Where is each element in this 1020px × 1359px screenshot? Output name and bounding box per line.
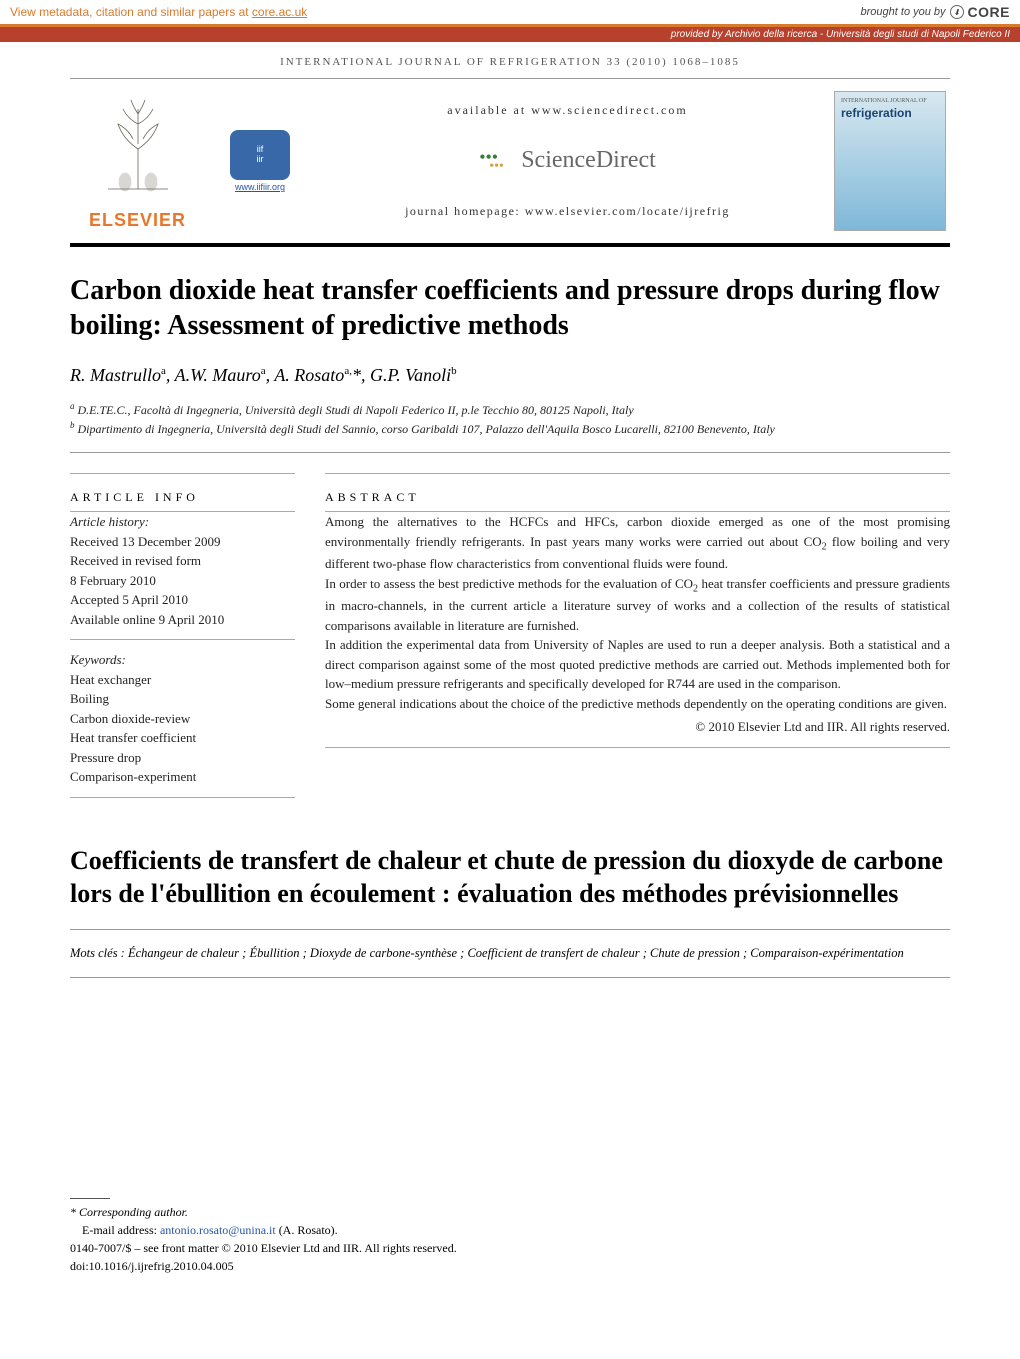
- core-banner-prefix: View metadata, citation and similar pape…: [10, 5, 252, 19]
- copyright-line: © 2010 Elsevier Ltd and IIR. All rights …: [325, 717, 950, 737]
- affiliation-b: b Dipartimento di Ingegneria, Università…: [70, 419, 950, 438]
- rule: [70, 452, 950, 453]
- article-title: Carbon dioxide heat transfer coefficient…: [70, 273, 950, 343]
- keyword: Pressure drop: [70, 748, 295, 768]
- email-line: E-mail address: antonio.rosato@unina.it …: [70, 1221, 950, 1239]
- abstract-p1: Among the alternatives to the HCFCs and …: [325, 512, 950, 574]
- article-info-head: ARTICLE INFO: [70, 490, 295, 505]
- abstract-p2a: In order to assess the best predictive m…: [325, 576, 693, 591]
- iifir-logo-icon: iifiir: [230, 130, 290, 180]
- cover-title: refrigeration: [841, 106, 939, 120]
- available-at: available at www.sciencedirect.com: [447, 103, 687, 118]
- masthead-left: ELSEVIER: [70, 87, 205, 235]
- keyword: Comparison-experiment: [70, 767, 295, 787]
- doi-line: doi:10.1016/j.ijrefrig.2010.04.005: [70, 1257, 950, 1275]
- revised-line2: 8 February 2010: [70, 571, 295, 591]
- journal-cover: INTERNATIONAL JOURNAL OF refrigeration: [834, 91, 946, 231]
- email-label: E-mail address:: [82, 1223, 160, 1237]
- history-label: Article history:: [70, 512, 295, 532]
- masthead: ELSEVIER iifiir www.iifiir.org available…: [70, 78, 950, 247]
- affiliations: a D.E.TE.C., Facoltà di Ingegneria, Univ…: [70, 400, 950, 438]
- provided-source: Archivio della ricerca - Università degl…: [725, 29, 1010, 40]
- abstract-column: ABSTRACT Among the alternatives to the H…: [325, 459, 950, 808]
- core-icon: ⬇: [950, 5, 964, 19]
- masthead-center: available at www.sciencedirect.com Scien…: [315, 87, 820, 235]
- affiliation-a-text: D.E.TE.C., Facoltà di Ingegneria, Univer…: [78, 403, 634, 417]
- authors: R. Mastrulloa, A.W. Mauroa, A. Rosatoa,*…: [70, 365, 950, 386]
- core-link[interactable]: core.ac.uk: [252, 5, 307, 19]
- sciencedirect-text: ScienceDirect: [521, 147, 656, 174]
- keyword: Carbon dioxide-review: [70, 709, 295, 729]
- page-content: INTERNATIONAL JOURNAL OF REFRIGERATION 3…: [0, 42, 1020, 1315]
- core-brought-by: brought to you by: [861, 6, 946, 18]
- affiliation-b-text: Dipartimento di Ingegneria, Università d…: [78, 422, 775, 436]
- article-info-column: ARTICLE INFO Article history: Received 1…: [70, 459, 295, 808]
- keywords-block: Keywords: Heat exchanger Boiling Carbon …: [70, 650, 295, 787]
- email-link[interactable]: antonio.rosato@unina.it: [160, 1223, 276, 1237]
- abstract-p4: Some general indications about the choic…: [325, 694, 950, 714]
- accepted-date: Accepted 5 April 2010: [70, 590, 295, 610]
- abstract-head: ABSTRACT: [325, 490, 950, 505]
- french-title: Coefficients de transfert de chaleur et …: [70, 844, 950, 912]
- corr-label: * Corresponding author.: [70, 1205, 188, 1219]
- abstract-p2: In order to assess the best predictive m…: [325, 574, 950, 636]
- provided-banner: provided by Archivio della ricerca - Uni…: [0, 27, 1020, 42]
- email-person: (A. Rosato).: [276, 1223, 338, 1237]
- core-logo: CORE: [968, 4, 1010, 20]
- iifir-link[interactable]: www.iifiir.org: [235, 182, 285, 192]
- running-head: INTERNATIONAL JOURNAL OF REFRIGERATION 3…: [70, 42, 950, 78]
- article-history: Article history: Received 13 December 20…: [70, 512, 295, 629]
- two-column-section: ARTICLE INFO Article history: Received 1…: [70, 459, 950, 808]
- core-banner-right: brought to you by ⬇ CORE: [861, 4, 1010, 20]
- footer-block: * Corresponding author. E-mail address: …: [70, 1198, 950, 1275]
- corresponding-author: * Corresponding author.: [70, 1203, 950, 1221]
- journal-homepage: journal homepage: www.elsevier.com/locat…: [405, 204, 730, 219]
- keyword: Heat exchanger: [70, 670, 295, 690]
- cover-smalltext: INTERNATIONAL JOURNAL OF: [841, 98, 939, 104]
- elsevier-wordmark: ELSEVIER: [89, 210, 186, 231]
- issn-line: 0140-7007/$ – see front matter © 2010 El…: [70, 1239, 950, 1257]
- affiliation-a: a D.E.TE.C., Facoltà di Ingegneria, Univ…: [70, 400, 950, 419]
- rule: [70, 977, 950, 978]
- online-date: Available online 9 April 2010: [70, 610, 295, 630]
- elsevier-tree-icon: [93, 91, 183, 201]
- keywords-label: Keywords:: [70, 650, 295, 670]
- footnote-rule: [70, 1198, 110, 1199]
- keyword: Boiling: [70, 689, 295, 709]
- core-banner: View metadata, citation and similar pape…: [0, 0, 1020, 27]
- core-banner-left: View metadata, citation and similar pape…: [10, 5, 307, 19]
- keyword: Heat transfer coefficient: [70, 728, 295, 748]
- received-date: Received 13 December 2009: [70, 532, 295, 552]
- revised-line1: Received in revised form: [70, 551, 295, 571]
- abstract-text: Among the alternatives to the HCFCs and …: [325, 512, 950, 737]
- masthead-right: INTERNATIONAL JOURNAL OF refrigeration: [830, 87, 950, 235]
- provided-prefix: provided by: [671, 29, 725, 40]
- sciencedirect-swirl-icon: [479, 147, 515, 175]
- mots-cles: Mots clés : Échangeur de chaleur ; Ébull…: [70, 944, 950, 963]
- abstract-p3: In addition the experimental data from U…: [325, 635, 950, 694]
- iifir-block: iifiir www.iifiir.org: [215, 87, 305, 235]
- rule: [70, 929, 950, 930]
- sciencedirect-logo: ScienceDirect: [479, 147, 656, 175]
